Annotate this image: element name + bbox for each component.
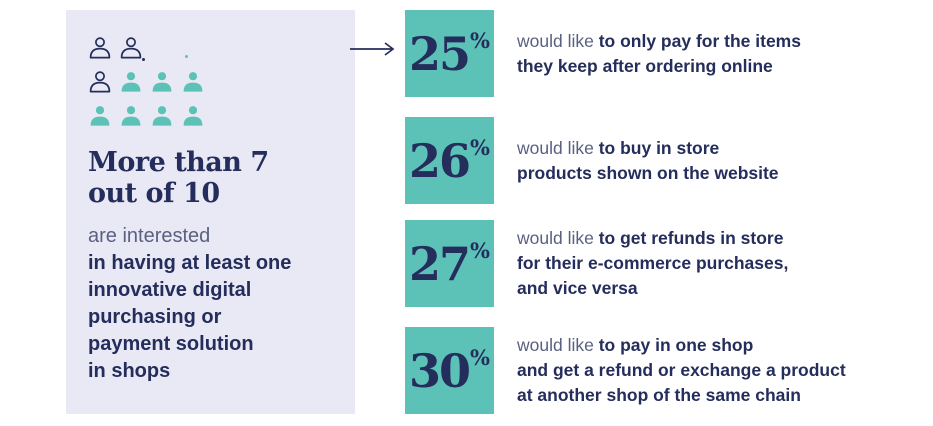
stat-row: 27% would like to get refunds in store f… <box>405 220 788 307</box>
person-filled-icon <box>150 71 174 94</box>
stat-value: 30 <box>409 343 471 398</box>
stat-value-badge: 30% <box>405 327 494 414</box>
stat-bold-lines: and get a refund or exchange a product a… <box>517 360 846 405</box>
person-outline-icon <box>119 37 143 60</box>
stat-bold-intro: to get refunds in store <box>598 228 784 248</box>
stat-bold-intro: to pay in one shop <box>598 335 754 355</box>
stat-description: would like to only pay for the items the… <box>517 29 801 79</box>
person-filled-icon <box>181 105 205 128</box>
summary-text: are interested in having at least one in… <box>88 223 337 385</box>
stat-description: would like to pay in one shop and get a … <box>517 333 846 408</box>
stat-bold-intro: to only pay for the items <box>598 30 801 51</box>
percent-sign: % <box>470 238 490 263</box>
stat-bold-lines: they keep after ordering online <box>517 55 773 76</box>
stat-description: would like to buy in store products show… <box>517 136 779 186</box>
stat-bold-lines: for their e-commerce purchases, and vice… <box>517 253 789 298</box>
person-filled-icon <box>119 71 143 94</box>
stat-bold-lines: products shown on the website <box>517 162 779 183</box>
person-filled-icon <box>88 105 112 128</box>
stat-value: 25 <box>409 26 471 81</box>
stat-value-badge: 25% <box>405 10 494 97</box>
headline: More than 7 out of 10 <box>88 147 269 209</box>
people-grid <box>88 37 337 128</box>
person-filled-icon <box>119 105 143 128</box>
summary-lead: are interested <box>88 225 211 247</box>
stat-row: 30% would like to pay in one shop and ge… <box>405 327 846 414</box>
stat-lead: would like <box>517 30 599 51</box>
stat-value-badge: 26% <box>405 117 494 204</box>
arrow-right-icon <box>350 42 395 56</box>
stat-row: 26% would like to buy in store products … <box>405 117 779 204</box>
stat-value-badge: 27% <box>405 220 494 307</box>
person-filled-icon <box>150 105 174 128</box>
stat-lead: would like <box>517 335 599 355</box>
percent-sign: % <box>470 135 490 160</box>
stat-value: 27 <box>409 236 471 291</box>
stat-row: 25% would like to only pay for the items… <box>405 10 801 97</box>
stat-bold-intro: to buy in store <box>598 137 720 158</box>
person-outline-icon <box>88 37 112 60</box>
stat-value: 26 <box>409 133 471 188</box>
summary-panel: More than 7 out of 10 are interested in … <box>66 10 355 414</box>
percent-sign: % <box>470 345 490 370</box>
person-filled-icon <box>181 71 205 94</box>
stat-lead: would like <box>517 137 599 158</box>
person-outline-icon <box>88 71 112 94</box>
percent-sign: % <box>470 28 490 53</box>
speck-dot <box>185 55 188 58</box>
speck-dot <box>142 58 145 61</box>
stat-lead: would like <box>517 228 599 248</box>
stat-description: would like to get refunds in store for t… <box>517 226 788 301</box>
summary-statement: in having at least one innovative digita… <box>88 252 292 382</box>
